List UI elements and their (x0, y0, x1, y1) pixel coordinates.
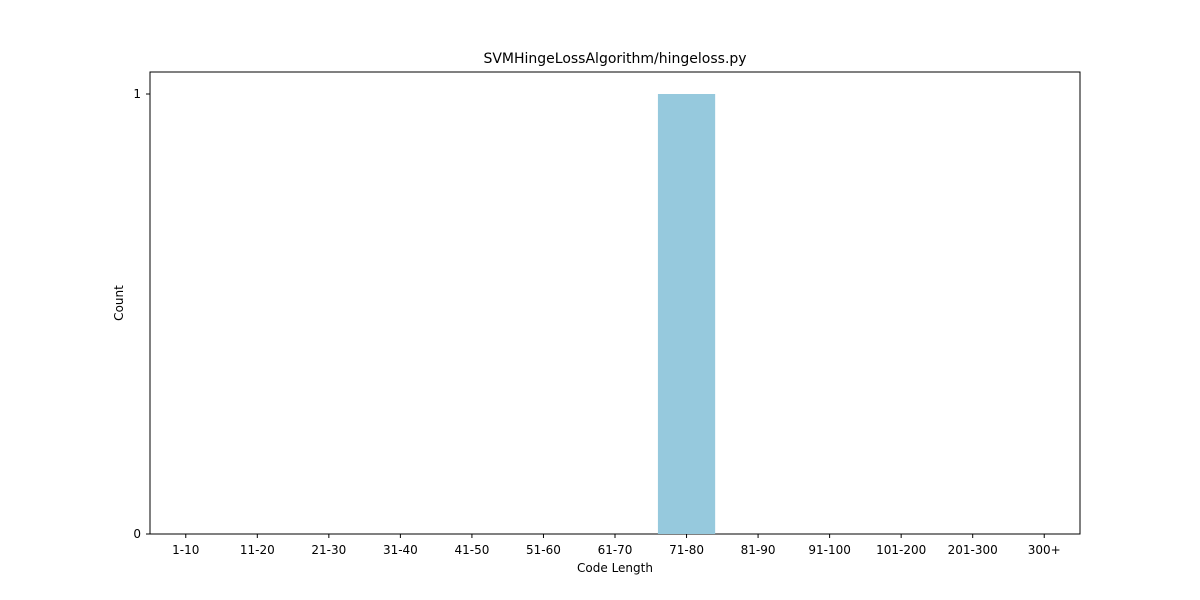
x-tick-label: 101-200 (876, 543, 926, 557)
x-tick-label: 300+ (1028, 543, 1061, 557)
x-tick-label: 41-50 (454, 543, 489, 557)
plot-area (149, 71, 1081, 535)
x-tick-label: 31-40 (383, 543, 418, 557)
y-tick-label: 1 (133, 87, 141, 101)
bar-71-80 (657, 94, 716, 534)
chart-title: SVMHingeLossAlgorithm/hingeloss.py (483, 51, 746, 67)
x-tick-label: 81-90 (741, 543, 776, 557)
x-tick-label: 201-300 (948, 543, 998, 557)
x-tick-label: 51-60 (526, 543, 561, 557)
y-axis-label: Count (112, 285, 126, 321)
x-tick-label: 11-20 (240, 543, 275, 557)
x-tick-label: 21-30 (311, 543, 346, 557)
x-tick-label: 71-80 (669, 543, 704, 557)
bars-group (657, 94, 716, 534)
x-tick-label: 61-70 (598, 543, 633, 557)
x-axis-label: Code Length (577, 561, 653, 575)
y-tick-label: 0 (133, 527, 141, 541)
x-tick-label: 1-10 (172, 543, 199, 557)
x-axis-ticks: 1-10 11-20 21-30 31-40 41-50 51-60 61-70 71-80 8… (172, 534, 1061, 557)
x-tick-label: 91-100 (808, 543, 851, 557)
y-axis-ticks: 01 (133, 87, 150, 541)
